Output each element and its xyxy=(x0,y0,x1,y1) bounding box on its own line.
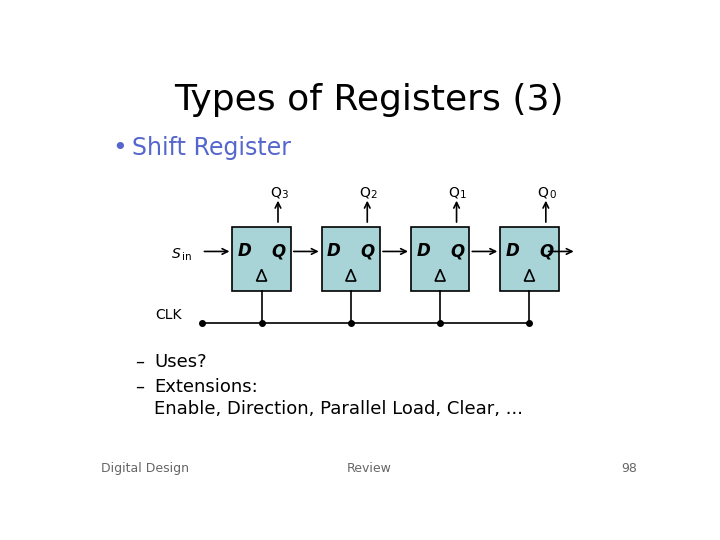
Bar xyxy=(500,227,559,292)
Text: Q: Q xyxy=(359,185,370,199)
Text: Uses?: Uses? xyxy=(154,353,207,371)
Text: 0: 0 xyxy=(549,190,556,200)
Text: Q: Q xyxy=(538,185,549,199)
Text: 1: 1 xyxy=(460,190,467,200)
Text: D: D xyxy=(327,242,341,260)
Text: Q: Q xyxy=(361,242,375,260)
Text: Q: Q xyxy=(450,242,464,260)
Text: Extensions:: Extensions: xyxy=(154,378,258,396)
Text: Digital Design: Digital Design xyxy=(101,462,189,475)
Text: D: D xyxy=(238,242,251,260)
Bar xyxy=(411,227,469,292)
Text: Types of Registers (3): Types of Registers (3) xyxy=(174,83,564,117)
Text: –: – xyxy=(135,353,143,371)
Text: 3: 3 xyxy=(282,190,288,200)
Text: Q: Q xyxy=(271,242,286,260)
Text: Shift Register: Shift Register xyxy=(132,136,291,160)
Text: Review: Review xyxy=(346,462,392,475)
Bar xyxy=(322,227,380,292)
Text: 2: 2 xyxy=(371,190,377,200)
Text: –: – xyxy=(135,378,143,396)
Text: Q: Q xyxy=(539,242,554,260)
Text: D: D xyxy=(505,242,519,260)
Text: •: • xyxy=(112,136,127,160)
Text: Q: Q xyxy=(449,185,459,199)
Text: 98: 98 xyxy=(621,462,637,475)
Bar xyxy=(233,227,291,292)
Text: in: in xyxy=(181,252,192,262)
Text: Q: Q xyxy=(270,185,281,199)
Text: D: D xyxy=(416,242,430,260)
Text: S: S xyxy=(172,247,181,261)
Text: Enable, Direction, Parallel Load, Clear, ...: Enable, Direction, Parallel Load, Clear,… xyxy=(154,400,523,418)
Text: CLK: CLK xyxy=(156,308,182,322)
